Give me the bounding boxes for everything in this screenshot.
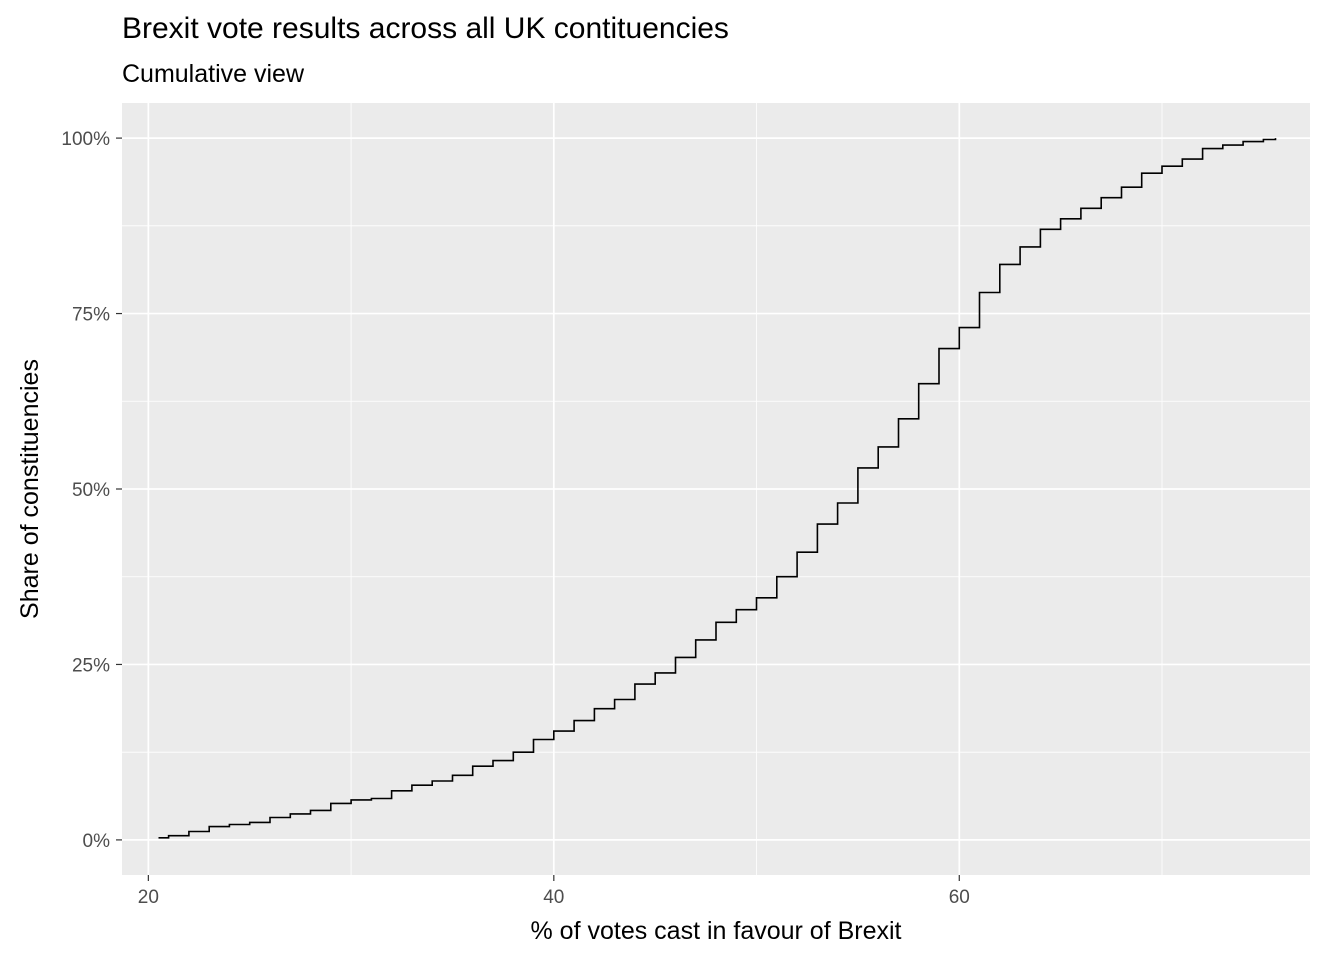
- x-tick-label: 20: [138, 887, 159, 908]
- chart-subtitle: Cumulative view: [122, 60, 305, 88]
- y-tick-label: 50%: [72, 480, 110, 501]
- major-gridlines: [122, 103, 1310, 875]
- y-tick-label: 0%: [83, 831, 111, 852]
- x-tick-label: 60: [949, 887, 970, 908]
- minor-gridlines: [122, 103, 1310, 875]
- y-tick-label: 75%: [72, 305, 110, 326]
- y-axis-title: Share of constituencies: [16, 359, 44, 619]
- x-axis: 20 40 60: [138, 875, 970, 908]
- chart-title: Brexit vote results across all UK contit…: [122, 12, 729, 45]
- ecdf-series-line: [158, 138, 1277, 839]
- x-axis-title: % of votes cast in favour of Brexit: [531, 917, 902, 945]
- y-axis: 0% 25% 50% 75% 100%: [61, 129, 122, 852]
- y-tick-label: 25%: [72, 655, 110, 676]
- x-tick-label: 40: [543, 887, 564, 908]
- y-tick-label: 100%: [61, 129, 110, 150]
